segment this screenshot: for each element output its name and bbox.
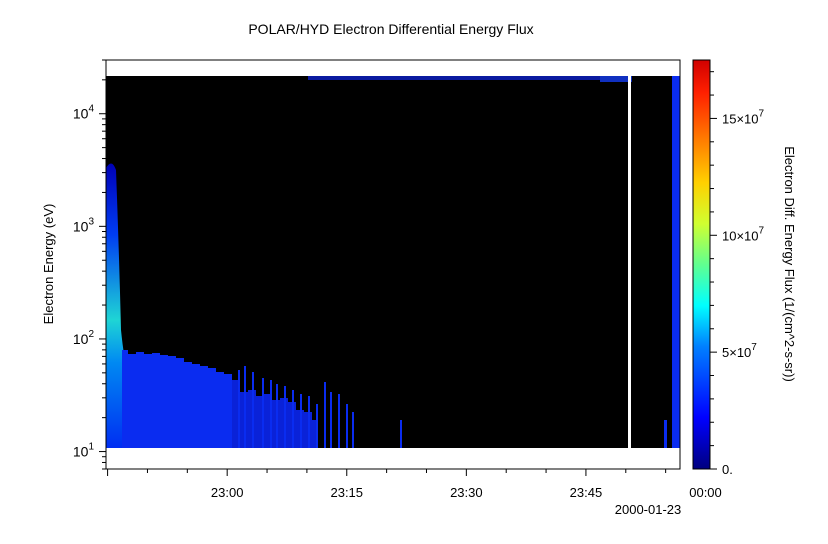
colorbar-label: Electron Diff. Energy Flux (1/(cm^2-s-sr… — [782, 146, 797, 382]
x-axis: 23:00 23:15 23:30 23:45 00:00 — [107, 469, 722, 500]
low-energy-streak — [270, 380, 272, 448]
right-edge-band — [672, 76, 680, 448]
colorbar: 0. 5×107 10×107 15×107 — [692, 59, 765, 477]
low-energy-column — [184, 362, 192, 448]
low-energy-column — [144, 354, 152, 448]
low-energy-column — [192, 364, 200, 448]
y-axis-label: Electron Energy (eV) — [41, 204, 56, 325]
low-energy-column — [122, 350, 128, 448]
colorbar-tick-label: 5×107 — [722, 342, 757, 360]
low-energy-column — [232, 380, 240, 448]
low-energy-streak — [262, 378, 264, 448]
low-energy-column — [168, 356, 176, 448]
colorbar-tick-label: 15×107 — [722, 108, 765, 126]
colorbar-tick-label: 0. — [722, 462, 733, 477]
x-date-label: 2000-01-23 — [615, 502, 682, 517]
y-tick-label: 101 — [73, 442, 95, 460]
low-energy-column — [256, 396, 264, 448]
low-energy-streak — [338, 394, 340, 448]
low-energy-streak — [324, 382, 326, 448]
top-band — [308, 76, 632, 80]
low-energy-streak — [316, 404, 318, 448]
x-tick-label: 23:00 — [211, 485, 244, 500]
low-energy-streak — [352, 412, 354, 448]
plot-frame — [105, 59, 681, 470]
spectrogram-marks — [106, 76, 680, 449]
low-energy-streak — [346, 404, 348, 448]
top-band-bright — [600, 76, 632, 82]
low-energy-column — [312, 420, 318, 448]
low-energy-column — [176, 358, 184, 448]
y-tick-label: 103 — [73, 216, 95, 234]
colorbar-ticks: 0. 5×107 10×107 15×107 — [710, 71, 765, 477]
low-energy-column — [152, 353, 160, 448]
plot-area — [106, 60, 680, 469]
low-energy-streak — [300, 394, 302, 448]
y-tick-label: 104 — [73, 104, 95, 122]
low-energy-column — [160, 355, 168, 448]
low-energy-column — [208, 368, 216, 448]
low-energy-streak — [330, 392, 332, 448]
x-tick-label: 23:45 — [570, 485, 603, 500]
low-energy-streak — [400, 420, 402, 448]
low-energy-streak — [308, 396, 310, 448]
low-energy-column — [128, 354, 136, 448]
colorbar-tick-label: 10×107 — [722, 225, 765, 243]
low-energy-column — [216, 372, 224, 448]
low-energy-column — [200, 366, 208, 448]
low-energy-streak — [252, 372, 254, 448]
low-energy-streak — [276, 384, 278, 448]
data-gap-line — [628, 76, 631, 448]
low-energy-streak — [292, 390, 294, 448]
x-tick-label: 00:00 — [689, 485, 722, 500]
low-energy-streak — [284, 386, 286, 448]
low-energy-column — [264, 394, 272, 448]
low-energy-streak — [244, 366, 246, 448]
x-tick-label: 23:15 — [330, 485, 363, 500]
y-tick-label: 102 — [73, 329, 95, 347]
low-energy-column — [136, 352, 144, 448]
right-edge-streak — [664, 420, 667, 448]
x-tick-label: 23:30 — [450, 485, 483, 500]
colorbar-gradient — [692, 59, 711, 470]
chart-title: POLAR/HYD Electron Differential Energy F… — [248, 21, 533, 37]
low-energy-streak — [238, 370, 240, 448]
y-axis: 101 102 103 104 — [73, 59, 106, 470]
low-energy-column — [224, 374, 232, 448]
